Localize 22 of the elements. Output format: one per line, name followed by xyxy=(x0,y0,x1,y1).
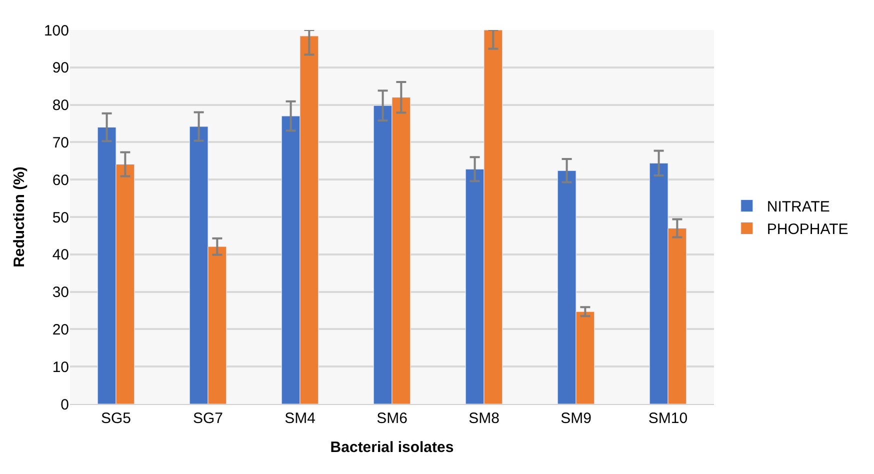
y-tick-label: 70 xyxy=(52,134,69,152)
y-tick-label: 80 xyxy=(52,97,69,114)
x-tick-label: SG5 xyxy=(100,410,132,427)
y-tick-label: 50 xyxy=(52,209,69,226)
x-tick-label: SM8 xyxy=(468,410,500,427)
y-tick-label: 20 xyxy=(52,321,69,338)
legend-label: PHOPHATE xyxy=(766,221,848,238)
y-tick-label: 60 xyxy=(52,172,69,189)
x-tick-label: SG7 xyxy=(192,410,224,427)
x-tick-label: SM6 xyxy=(376,410,408,427)
x-axis-title: Bacterial isolates xyxy=(330,439,454,456)
y-tick-label: 10 xyxy=(52,358,69,376)
y-axis-title: Reduction (%) xyxy=(11,166,28,268)
x-tick-label: SM10 xyxy=(648,410,688,427)
x-tick-label: SM4 xyxy=(284,410,316,427)
x-tick-label: SM9 xyxy=(560,410,592,427)
y-tick-label: 100 xyxy=(44,22,69,40)
y-tick-label: 30 xyxy=(52,284,69,302)
y-tick-label: 0 xyxy=(60,396,69,414)
y-tick-label: 90 xyxy=(52,60,69,77)
legend-label: NITRATE xyxy=(766,198,830,216)
y-tick-label: 40 xyxy=(52,246,69,264)
